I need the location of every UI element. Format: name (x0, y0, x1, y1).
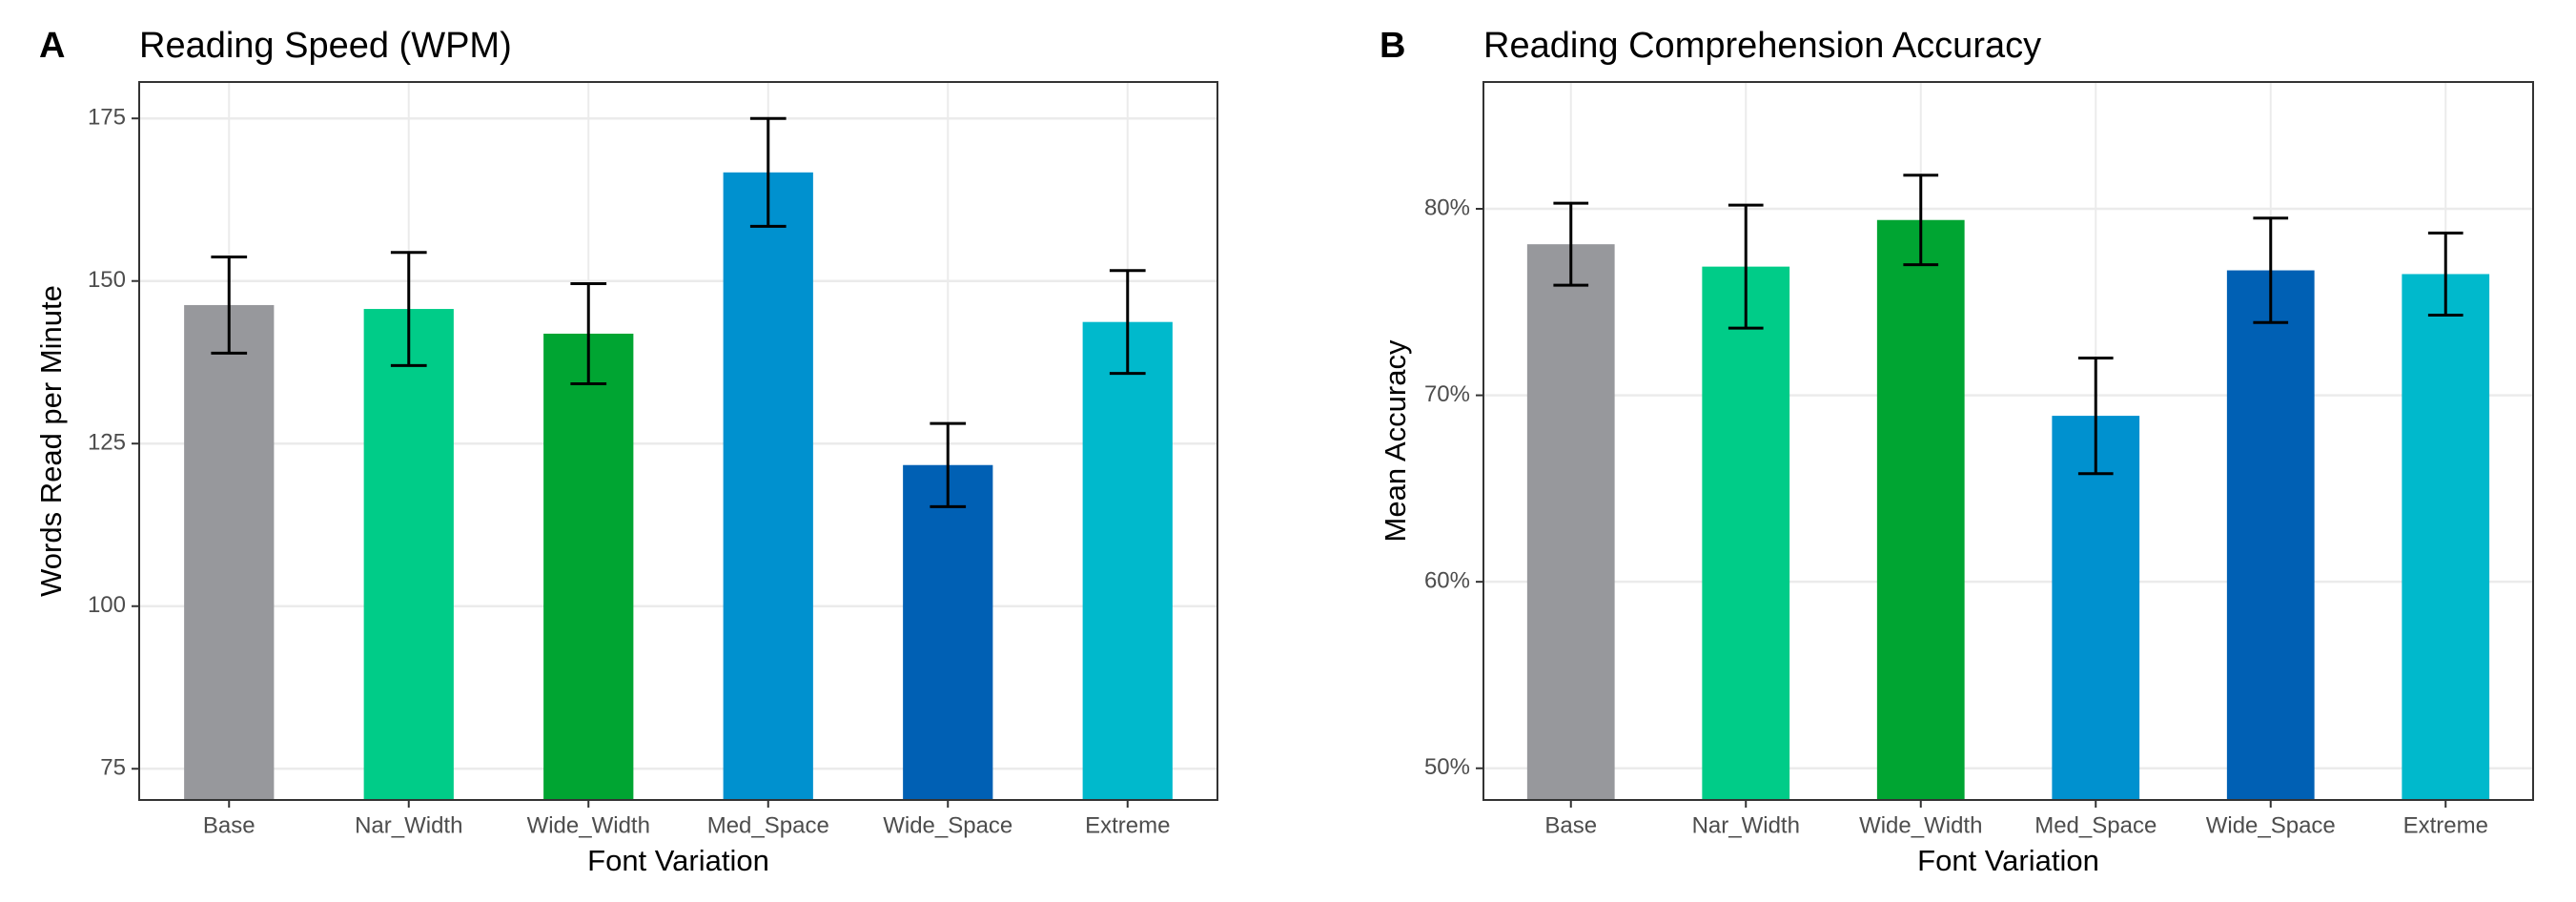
x-tick-label: Extreme (1085, 812, 1170, 838)
bar (184, 304, 275, 800)
y-tick-label: 50% (1424, 754, 1470, 780)
x-tick-label: Base (203, 812, 256, 838)
bar (1876, 219, 1965, 800)
bar (1702, 266, 1790, 801)
bar (723, 172, 813, 800)
plot-border (1482, 81, 2534, 801)
x-tick-label: Wide_Space (2206, 812, 2336, 838)
y-tick-label: 125 (88, 430, 126, 456)
x-tick-label: Med_Space (2034, 812, 2157, 838)
bar (2402, 274, 2490, 801)
bar (1082, 321, 1173, 800)
y-tick-label: 150 (88, 267, 126, 293)
x-tick-label: Base (1544, 812, 1597, 838)
y-tick-label: 175 (88, 105, 126, 131)
y-tick-label: 70% (1424, 381, 1470, 407)
y-tick-label: 75 (100, 755, 126, 781)
x-tick-label: Wide_Width (527, 812, 650, 838)
panel-label: B (1380, 26, 1405, 66)
y-axis-label: Mean Accuracy (1379, 339, 1412, 542)
y-tick-label: 100 (88, 592, 126, 618)
x-tick-label: Wide_Space (883, 812, 1012, 838)
plot-background (1483, 82, 2533, 800)
x-axis-label: Font Variation (1917, 844, 2099, 877)
x-tick-label: Extreme (2403, 812, 2488, 838)
bar (543, 333, 634, 800)
plot-background (139, 82, 1217, 800)
x-axis-label: Font Variation (587, 844, 769, 877)
bar (363, 309, 454, 800)
chart-title: Reading Comprehension Accuracy (1483, 26, 2041, 66)
y-tick-label: 60% (1424, 568, 1470, 594)
y-tick-label: 80% (1424, 195, 1470, 220)
y-axis-label: Words Read per Minute (34, 285, 68, 597)
bar (1526, 244, 1615, 800)
plot-border (138, 81, 1218, 801)
x-tick-label: Wide_Width (1859, 812, 1982, 838)
bar (2226, 270, 2315, 800)
x-tick-label: Med_Space (707, 812, 829, 838)
bar (903, 464, 993, 800)
x-tick-label: Nar_Width (355, 812, 462, 838)
chart-title: Reading Speed (WPM) (139, 26, 512, 66)
x-tick-label: Nar_Width (1692, 812, 1800, 838)
panel-label: A (39, 26, 65, 66)
bar (2052, 416, 2140, 800)
